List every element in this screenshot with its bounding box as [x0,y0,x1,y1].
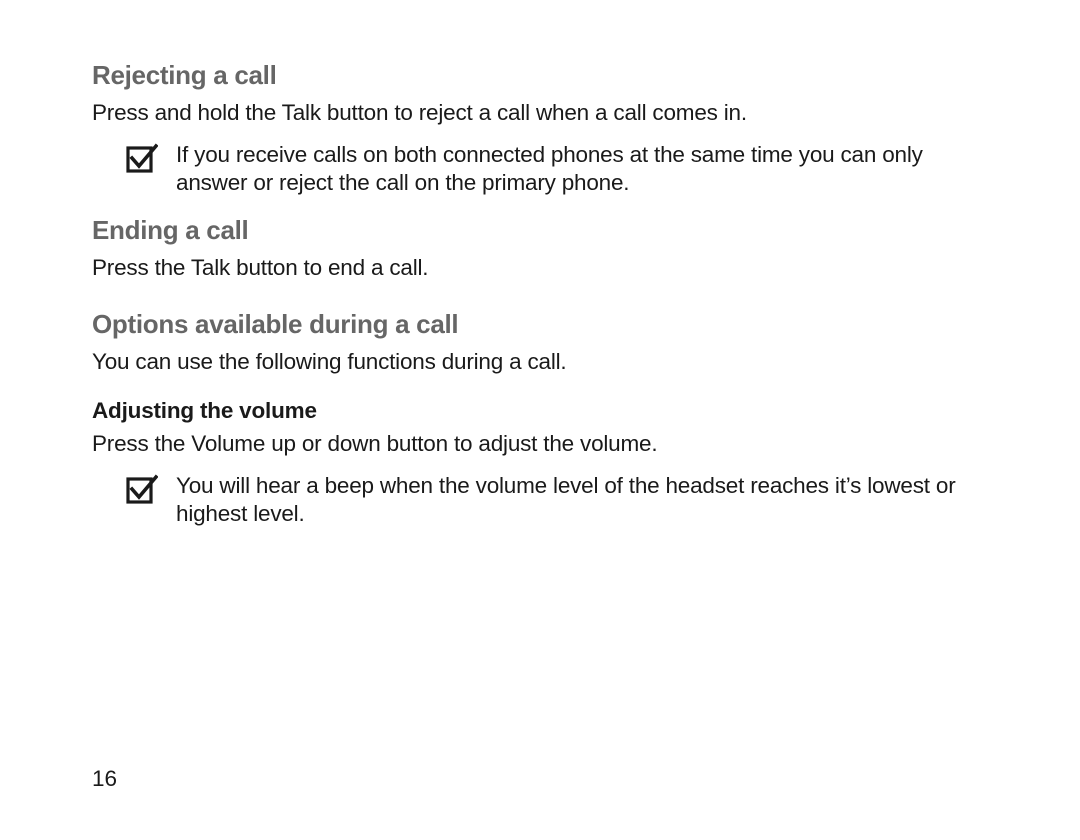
checkbox-icon [126,143,158,175]
text-rejecting-body: Press and hold the Talk button to reject… [92,99,988,127]
manual-page: Rejecting a call Press and hold the Talk… [0,0,1080,840]
subheading-volume: Adjusting the volume [92,398,988,424]
heading-rejecting-call: Rejecting a call [92,60,988,91]
note-volume-text: You will hear a beep when the volume lev… [176,472,988,528]
note-rejecting: If you receive calls on both connected p… [126,141,988,197]
text-ending-body: Press the Talk button to end a call. [92,254,988,282]
text-volume-body: Press the Volume up or down button to ad… [92,430,988,458]
note-volume: You will hear a beep when the volume lev… [126,472,988,528]
text-options-intro: You can use the following functions duri… [92,348,988,376]
heading-options: Options available during a call [92,309,988,340]
note-rejecting-text: If you receive calls on both connected p… [176,141,988,197]
page-number: 16 [92,766,117,792]
heading-ending-call: Ending a call [92,215,988,246]
checkbox-icon [126,474,158,506]
